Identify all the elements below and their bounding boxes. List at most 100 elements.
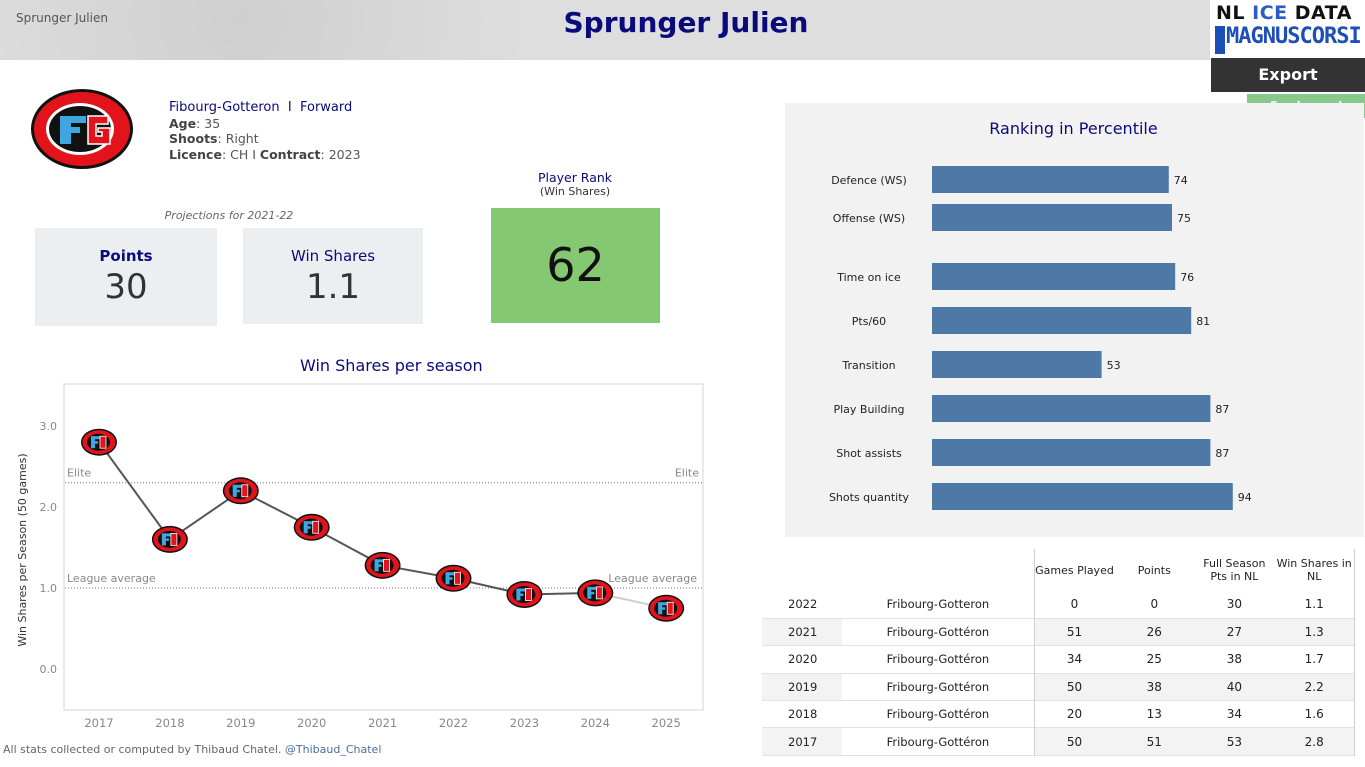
- win-shares-card: Win Shares 1.1: [243, 228, 423, 324]
- ws-data-point-logo-icon[interactable]: [80, 428, 118, 457]
- row-win-shares: 1.6: [1274, 700, 1356, 728]
- table-header-row: Games Played Points Full Season Pts in N…: [762, 549, 1356, 591]
- header-banner: Sprunger Julien: [0, 0, 1210, 60]
- percentile-category-label: Transition: [841, 359, 895, 372]
- player-licence-contract: Licence: CH I Contract: 2023: [169, 146, 361, 162]
- ws-data-point-logo-icon[interactable]: [293, 513, 331, 542]
- ws-chart-title: Win Shares per season: [300, 356, 483, 375]
- row-year: 2022: [788, 597, 818, 612]
- ws-x-tick-label: 2025: [652, 716, 681, 730]
- row-year: 2021: [762, 618, 843, 646]
- ws-x-tick-label: 2021: [368, 716, 397, 730]
- row-win-shares: 2.8: [1274, 727, 1356, 756]
- export-button[interactable]: Export: [1211, 58, 1365, 92]
- col-points: Points: [1137, 563, 1171, 577]
- row-team: Fribourg-Gottéron: [842, 618, 1035, 646]
- row-points: 0: [1150, 597, 1159, 612]
- ws-y-axis-label: Win Shares per Season (50 games): [16, 453, 29, 646]
- league-average-label-right: League average: [608, 572, 697, 585]
- percentile-value-label: 53: [1107, 359, 1121, 372]
- percentile-category-label: Offense (WS): [833, 212, 905, 225]
- percentile-bar[interactable]: [932, 204, 1172, 231]
- row-games-played: 34: [1033, 645, 1115, 674]
- row-win-shares: 2.2: [1274, 673, 1356, 701]
- header-mini-title: Sprunger Julien: [16, 11, 108, 25]
- ws-data-point-logo-icon[interactable]: [576, 578, 614, 607]
- player-team-position: Fibourg-Gotteron I Forward: [169, 100, 353, 115]
- season-stats-table: Games Played Points Full Season Pts in N…: [762, 549, 1356, 756]
- ws-x-tick-label: 2019: [226, 716, 255, 730]
- player-rank-value: 62: [491, 208, 660, 323]
- percentile-title: Ranking in Percentile: [989, 119, 1158, 138]
- elite-label-left: Elite: [67, 467, 91, 480]
- win-shares-label: Win Shares: [290, 247, 376, 265]
- player-age: Age: 35: [169, 115, 221, 131]
- ws-x-tick-label: 2020: [297, 716, 326, 730]
- ws-line-chart: Win Shares per Season (50 games) 0.0 1.0 2…: [16, 383, 704, 730]
- row-points: 25: [1146, 652, 1162, 667]
- brand-mark-icon: [1215, 26, 1225, 54]
- ws-x-tick-label: 2017: [84, 716, 113, 730]
- points-value: 30: [104, 267, 148, 307]
- row-games-played: 50: [1033, 727, 1115, 756]
- percentile-bar[interactable]: [932, 307, 1192, 334]
- player-name-title: Sprunger Julien: [563, 6, 809, 39]
- ws-data-point-logo-icon[interactable]: [435, 564, 472, 593]
- row-team: Fribourg-Gottéron: [842, 673, 1035, 701]
- projections-label: Projections for 2021-22: [164, 209, 294, 222]
- percentile-category-label: Defence (WS): [831, 174, 907, 187]
- player-rank-label: Player Rank (Win Shares): [490, 171, 660, 199]
- row-games-played: 51: [1033, 618, 1115, 646]
- col-full-season-pts: Full Season Pts in NL: [1203, 557, 1266, 583]
- table-row: 2020 Fribourg-Gottéron 34 25 38 1.7: [762, 645, 1356, 674]
- percentile-value-label: 94: [1238, 491, 1252, 504]
- ws-series-line-segment: [98, 441, 171, 540]
- ws-data-point-logo-icon[interactable]: [647, 594, 685, 623]
- player-info: Fibourg-Gotteron I Forward Age: 35 Shoot…: [169, 100, 361, 162]
- ws-data-point-logo-icon[interactable]: [364, 551, 402, 580]
- row-games-played: 20: [1033, 700, 1115, 728]
- percentile-value-label: 75: [1177, 212, 1191, 225]
- percentile-category-label: Shot assists: [836, 447, 902, 460]
- row-year: 2018: [788, 707, 818, 722]
- brand-line2: MAGNUSCORSI: [1226, 24, 1362, 49]
- ws-data-point-logo-icon[interactable]: [151, 525, 189, 554]
- win-shares-value: 1.1: [305, 267, 361, 307]
- percentile-bar-chart: Defence (WS) 74 Offense (WS) 75 Time on ice 7…: [829, 166, 1252, 510]
- percentile-value-label: 74: [1174, 174, 1188, 187]
- row-points: 26: [1114, 618, 1195, 646]
- percentile-bar[interactable]: [932, 395, 1211, 422]
- percentile-value-label: 87: [1215, 403, 1229, 416]
- player-shoots: Shoots: Right: [169, 131, 259, 146]
- percentile-bar[interactable]: [932, 351, 1102, 378]
- row-points: 13: [1146, 707, 1162, 722]
- percentile-bar[interactable]: [932, 263, 1176, 290]
- league-average-label-left: League average: [67, 572, 156, 585]
- ws-x-tick-label: 2023: [510, 716, 539, 730]
- row-year: 2020: [788, 652, 818, 667]
- row-win-shares: 1.1: [1274, 591, 1356, 619]
- ws-y-tick-label: 2.0: [40, 501, 58, 514]
- percentile-value-label: 81: [1196, 315, 1210, 328]
- brand-logo[interactable]: NL ICE DATA MAGNUSCORSI: [1212, 0, 1365, 58]
- percentile-value-label: 87: [1215, 447, 1229, 460]
- row-win-shares: 1.3: [1274, 618, 1356, 646]
- percentile-category-label: Pts/60: [852, 315, 886, 328]
- percentile-bar[interactable]: [932, 439, 1211, 466]
- percentile-bar[interactable]: [932, 166, 1169, 193]
- row-full-season-pts: 30: [1226, 597, 1243, 612]
- ws-data-point-logo-icon[interactable]: [506, 580, 543, 609]
- row-team: Fribourg-Gottéron: [886, 707, 990, 722]
- player-rank-title: Player Rank: [537, 170, 613, 185]
- col-games-played: Games Played: [1035, 563, 1114, 577]
- twitter-handle-link[interactable]: @Thibaud_Chatel: [284, 743, 382, 756]
- row-points: 38: [1114, 673, 1195, 701]
- row-year: 2017: [762, 727, 843, 756]
- table-row: 2018 Fribourg-Gottéron 20 13 34 1.6: [762, 700, 1356, 728]
- ws-y-tick-label: 1.0: [40, 582, 58, 595]
- percentile-bar[interactable]: [932, 483, 1233, 510]
- row-full-season-pts: 27: [1194, 618, 1275, 646]
- ws-data-point-logo-icon[interactable]: [222, 476, 260, 505]
- percentile-category-label: Play Building: [833, 403, 904, 416]
